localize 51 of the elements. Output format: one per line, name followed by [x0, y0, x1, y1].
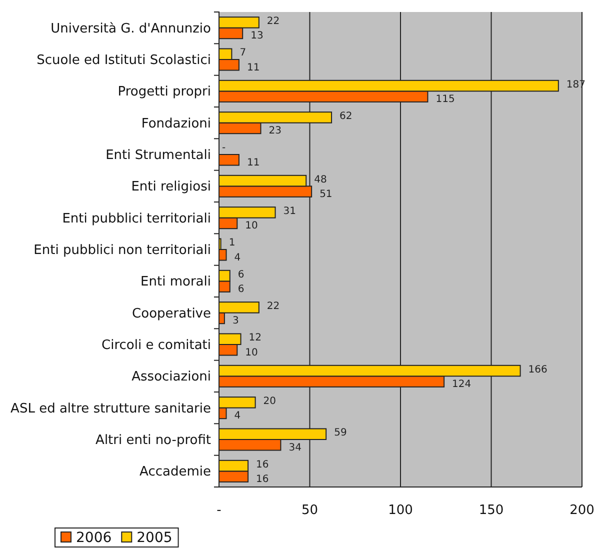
data-label: 124: [452, 379, 472, 390]
y-tick-label: Enti religiosi: [131, 180, 211, 195]
data-label: 11: [246, 62, 260, 74]
data-label: 4: [234, 252, 241, 264]
legend-label: 2006: [76, 530, 112, 546]
data-label: 51: [320, 189, 332, 200]
data-label: 166: [528, 364, 548, 376]
data-label: 4: [234, 410, 241, 422]
x-tick-label: 50: [301, 503, 318, 518]
data-label: 62: [340, 110, 352, 122]
data-label: 20: [263, 396, 276, 407]
data-label: 34: [288, 442, 302, 454]
x-tick-label: 100: [388, 503, 413, 518]
data-label: 16: [256, 474, 269, 486]
data-label: 1: [228, 238, 236, 249]
y-tick-label: Circoli e comitati: [102, 338, 211, 353]
data-label: 12: [248, 332, 262, 344]
data-label: -: [222, 142, 226, 154]
data-label: 31: [283, 206, 296, 217]
data-label: 22: [266, 16, 280, 27]
y-tick-label: Fondazioni: [141, 116, 211, 132]
y-tick-label: Enti pubblici non territoriali: [34, 243, 211, 258]
data-label: 13: [250, 30, 264, 42]
y-tick-label: Enti morali: [140, 274, 211, 290]
data-label: 115: [436, 94, 455, 106]
data-label: 6: [238, 284, 244, 296]
data-label: 23: [268, 126, 282, 137]
data-label: 59: [334, 428, 347, 439]
y-tick-label: Cooperative: [132, 306, 211, 322]
data-label: 7: [240, 48, 246, 59]
data-label: 10: [245, 220, 258, 232]
y-tick-label: Enti pubblici territoriali: [62, 211, 211, 226]
x-tick-label: 150: [478, 503, 504, 518]
y-tick-label: Accademie: [140, 464, 211, 480]
x-tick-label: -: [216, 503, 222, 518]
data-label: 11: [246, 157, 260, 168]
y-tick-label: Altri enti no-profit: [96, 433, 211, 448]
y-tick-label: Associazioni: [132, 370, 211, 385]
y-tick-label: Università G. d'Annunzio: [50, 21, 212, 36]
data-label: 16: [256, 459, 269, 470]
data-label: 6: [238, 269, 244, 280]
y-tick-label: ASL ed altre strutture sanitarie: [10, 401, 211, 416]
y-tick-label: Enti Strumentali: [106, 148, 211, 163]
data-label: 3: [232, 316, 239, 327]
data-label: 22: [266, 300, 280, 312]
data-label: 10: [245, 347, 258, 358]
y-tick-label: Scuole ed Istituti Scolastici: [36, 53, 211, 68]
x-tick-label: 200: [570, 503, 594, 518]
legend-label: 2005: [136, 530, 172, 546]
data-label: 48: [314, 174, 327, 186]
y-tick-label: Progetti propri: [118, 84, 211, 100]
